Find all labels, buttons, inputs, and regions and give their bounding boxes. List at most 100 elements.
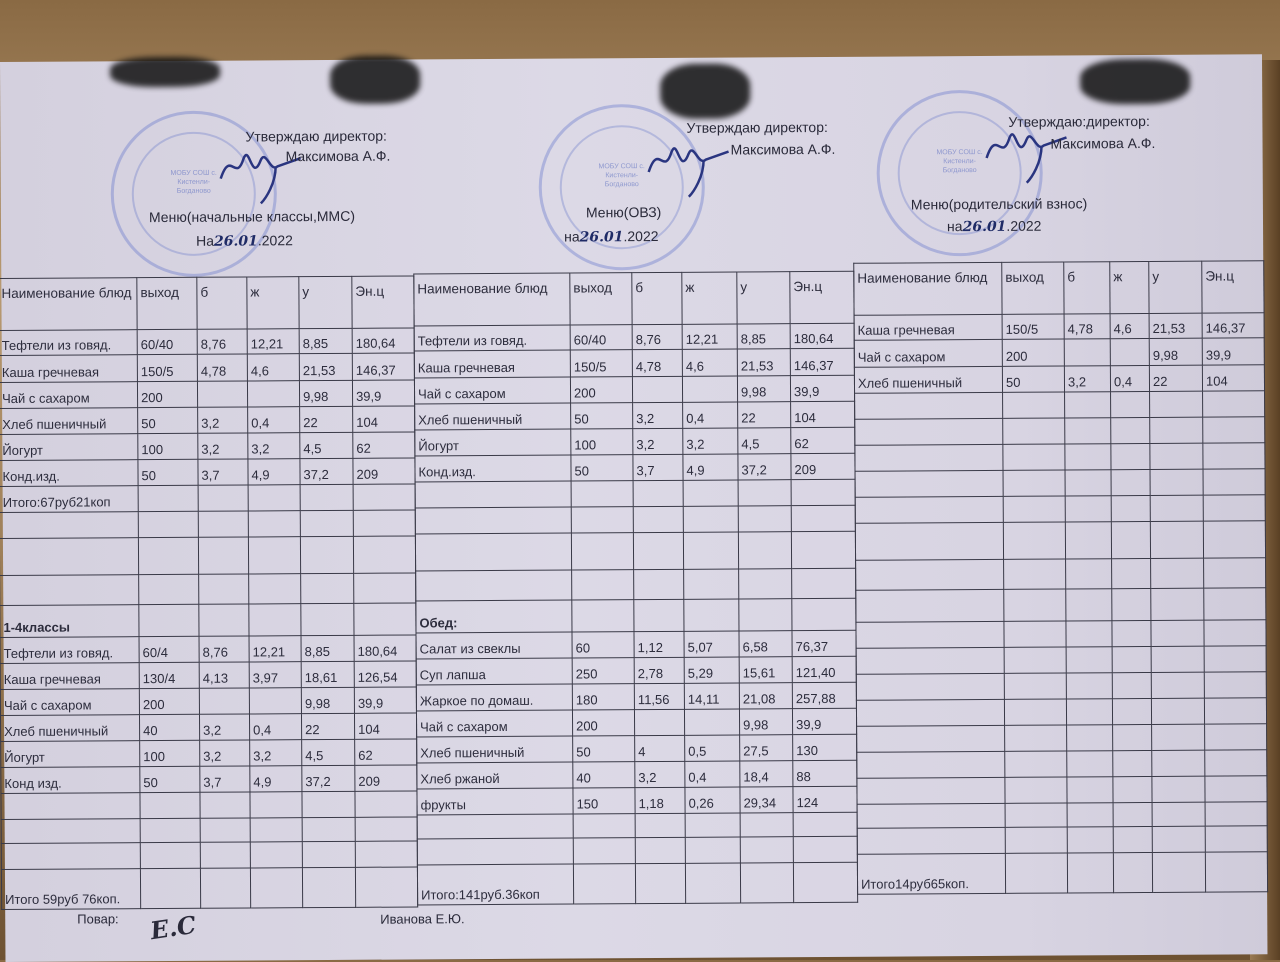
nutrition-value: 12,21 (247, 328, 300, 354)
table-row: Йогурт 100 3,2 3,2 4,5 62 (0, 431, 415, 461)
nutrition-value (1066, 776, 1114, 803)
nutrition-value (1149, 417, 1203, 444)
nutrition-value: 62 (354, 738, 417, 766)
dish-name (856, 647, 1005, 675)
menu-table: Наименование блюд выход б ж у Эн.ц Тефтели из … (413, 271, 858, 906)
nutrition-value (1149, 391, 1203, 418)
nutrition-value: 3,2 (199, 713, 250, 741)
nutrition-value (685, 836, 741, 864)
nutrition-value: 11,56 (634, 683, 685, 710)
nutrition-value (633, 506, 684, 533)
nutrition-value (200, 817, 251, 843)
nutrition-value (200, 867, 251, 909)
nutrition-value (791, 531, 856, 569)
nutrition-value (1112, 776, 1153, 803)
nutrition-value (138, 574, 199, 605)
nutrition-value (1110, 338, 1150, 366)
table-row: Хлеб ржаной 40 3,2 0,4 18,4 88 (416, 760, 857, 789)
nutrition-value (1005, 852, 1068, 894)
table-row (417, 812, 858, 839)
nutrition-value (684, 708, 740, 736)
nutrition-value (683, 598, 739, 632)
nutrition-value (738, 505, 792, 532)
dish-name (856, 751, 1005, 779)
dish-name: Каша гречневая (0, 662, 140, 690)
nutrition-value: 8,76 (199, 635, 250, 663)
nutrition-value (354, 790, 418, 818)
nutrition-value (1111, 521, 1151, 559)
nutrition-value: 4,9 (682, 453, 739, 481)
dish-name (855, 522, 1004, 561)
nutrition-value: 4,9 (247, 458, 301, 485)
table-row: Итого:67руб21коп (0, 483, 416, 513)
nutrition-value: 3,2 (247, 432, 300, 459)
nutrition-value: 37,2 (737, 453, 792, 480)
nutrition-value (355, 866, 418, 908)
nutrition-value (1004, 724, 1067, 752)
dish-name: Суп лапша (416, 658, 573, 685)
table-row: Тефтели из говяд. 60/4 8,76 12,21 8,85 180,64 (0, 634, 417, 664)
nutrition-value (198, 603, 250, 637)
nutrition-value (300, 603, 355, 636)
nutrition-value (683, 531, 739, 570)
nutrition-value (1151, 672, 1205, 699)
nutrition-value (1065, 495, 1112, 523)
table-row (854, 442, 1266, 472)
nutrition-value (198, 536, 249, 575)
nutrition-value: 12,21 (682, 324, 738, 350)
dish-name: Конд.изд. (0, 459, 139, 487)
nutrition-value (571, 569, 634, 601)
table-row: Йогурт 100 3,2 3,2 4,5 62 (414, 427, 855, 456)
dish-name: Йогурт (0, 740, 140, 768)
dish-name: Каша гречневая (414, 350, 571, 378)
nutrition-value: 18,61 (301, 661, 355, 688)
nutrition-value: 3,2 (632, 428, 683, 455)
nutrition-value (248, 573, 301, 604)
table-row (0, 509, 416, 539)
nutrition-value: 180,64 (354, 634, 417, 662)
table-row (415, 568, 856, 601)
nutrition-value (1150, 588, 1204, 621)
table-row (417, 836, 858, 865)
cook-signature: Е.С (148, 909, 198, 946)
nutrition-value (1204, 645, 1267, 673)
table-row (1, 816, 418, 844)
dish-name (415, 570, 572, 601)
table-row (854, 416, 1265, 446)
nutrition-value: 9,98 (1149, 338, 1203, 366)
nutrition-value (247, 380, 300, 407)
nutrition-value (199, 791, 251, 819)
nutrition-value (1150, 558, 1204, 589)
nutrition-value (633, 532, 684, 570)
nutrition-value (1067, 852, 1114, 893)
nutrition-value (571, 480, 634, 508)
nutrition-value (353, 483, 416, 511)
column-header: Эн.ц (789, 271, 855, 324)
nutrition-value (1065, 469, 1112, 497)
nutrition-value (1150, 620, 1205, 647)
table-row: Йогурт 100 3,2 3,2 4,5 62 (0, 738, 417, 768)
dish-name (415, 481, 572, 508)
nutrition-value: 4,5 (301, 739, 355, 766)
table-row (855, 587, 1266, 623)
nutrition-value (791, 505, 856, 532)
nutrition-value: 1,12 (633, 631, 685, 658)
nutrition-value: 150 (572, 787, 636, 815)
table-row (415, 505, 856, 534)
nutrition-value (1066, 698, 1113, 725)
nutrition-value (635, 813, 686, 838)
nutrition-value (355, 816, 418, 842)
nutrition-value (1151, 750, 1205, 777)
dish-name: Йогурт (0, 433, 138, 461)
table-row: Чай с сахаром 200 9,98 39,9 (0, 379, 415, 409)
dish-name: Тефтели из говяд. (0, 329, 138, 356)
nutrition-value: 4,5 (737, 427, 791, 454)
director-name: Максимова А.Ф. (730, 140, 836, 158)
column-header: Эн.ц (351, 275, 415, 329)
handwritten-date: 26.01 (579, 229, 624, 246)
nutrition-value: 3,2 (634, 761, 685, 788)
nutrition-value: 8,76 (197, 328, 248, 355)
nutrition-value (1151, 646, 1205, 673)
dish-name: Итого:67руб21коп (0, 485, 139, 513)
dish-name (856, 673, 1005, 701)
